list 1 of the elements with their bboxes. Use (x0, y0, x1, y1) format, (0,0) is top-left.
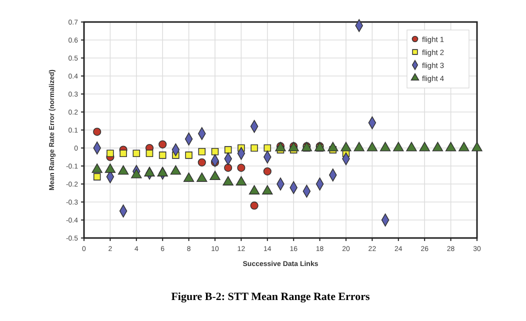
text: Figure B-2: STT Mean Range Rate Errors (171, 291, 371, 303)
